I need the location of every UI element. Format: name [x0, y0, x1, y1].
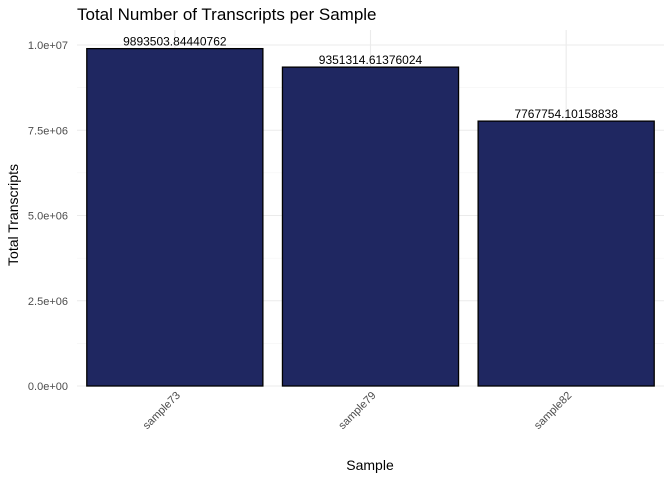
- chart-title: Total Number of Transcripts per Sample: [77, 5, 377, 24]
- y-tick-label: 5.0e+06: [28, 211, 68, 223]
- y-tick-label: 2.5e+06: [28, 296, 68, 308]
- x-tick-label: sample82: [532, 390, 574, 432]
- bar-sample82: [477, 120, 655, 387]
- bar-sample79: [281, 66, 460, 387]
- x-axis-title: Sample: [346, 457, 394, 473]
- bars: [86, 47, 655, 387]
- y-tick-label: 0.0e+00: [28, 381, 68, 393]
- x-axis-ticks: sample73 sample79 sample82: [141, 390, 575, 432]
- y-axis-title: Total Transcripts: [5, 164, 21, 266]
- data-label-sample79: 9351314.61376024: [319, 53, 423, 67]
- x-tick-label: sample79: [336, 390, 378, 432]
- y-axis-ticks: 0.0e+00 2.5e+06 5.0e+06 7.5e+06 1.0e+07: [28, 40, 68, 393]
- x-tick-label: sample73: [141, 390, 183, 432]
- y-tick-label: 7.5e+06: [28, 125, 68, 137]
- data-label-sample82: 7767754.10158838: [514, 107, 618, 121]
- data-label-sample73: 9893503.84440762: [123, 35, 227, 49]
- bar-sample73: [86, 47, 264, 387]
- y-tick-label: 1.0e+07: [28, 40, 68, 52]
- data-labels: 9893503.84440762 9351314.61376024 7767754.…: [123, 35, 618, 121]
